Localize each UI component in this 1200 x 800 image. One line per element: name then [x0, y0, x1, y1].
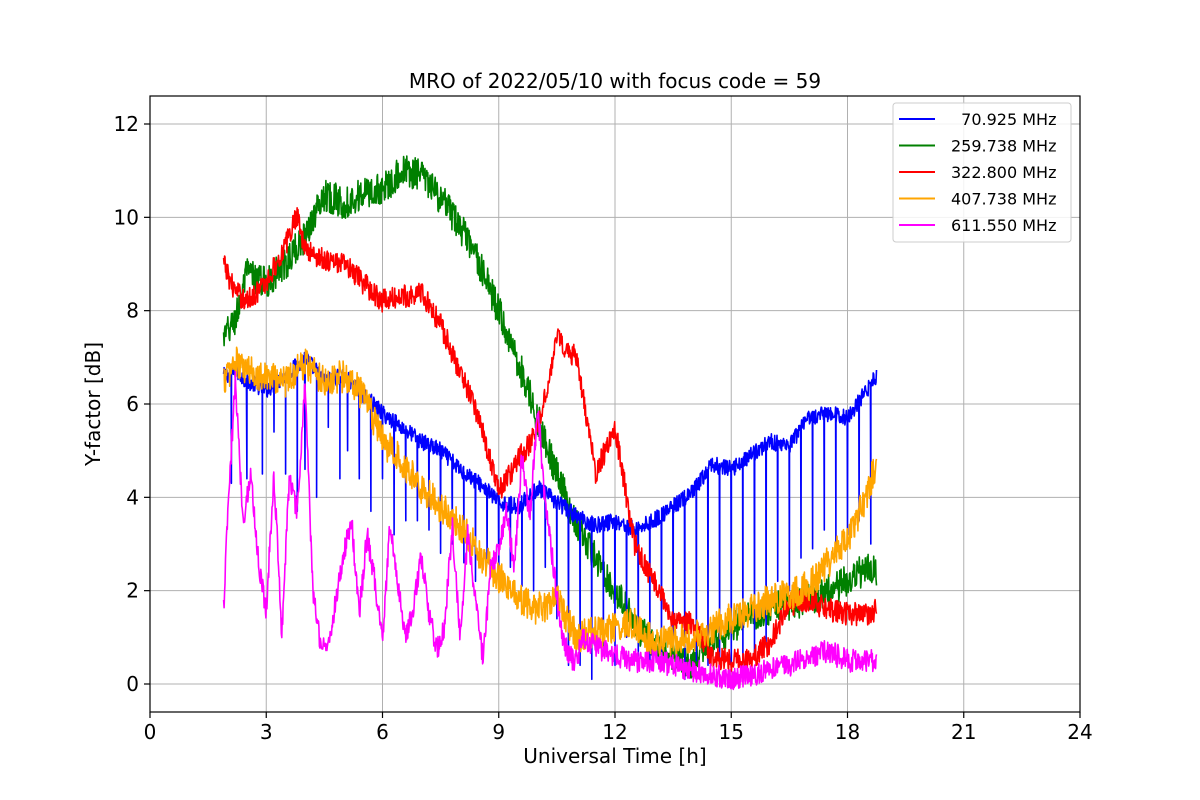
series-line-611-550-mhz — [222, 370, 878, 691]
legend-label: 322.800 MHz — [951, 163, 1056, 182]
y-tick-label: 0 — [126, 672, 139, 696]
x-tick-label: 6 — [376, 720, 389, 744]
legend-label: 611.550 MHz — [951, 216, 1056, 235]
legend-box — [892, 102, 1072, 243]
x-tick-label: 12 — [602, 720, 627, 744]
y-tick-label: 10 — [114, 205, 139, 229]
series-line-322-800-mhz — [222, 207, 878, 673]
legend-label: 70.925 MHz — [951, 110, 1056, 129]
x-tick-label: 3 — [260, 720, 273, 744]
data-series — [222, 155, 878, 691]
series-line-407-738-mhz — [222, 346, 878, 658]
y-axis-label: Y-factor [dB] — [81, 342, 105, 467]
x-tick-label: 0 — [144, 720, 157, 744]
x-tick-label: 24 — [1067, 720, 1092, 744]
legend: 70.925 MHz 259.738 MHz 322.800 MHz 407.738 … — [892, 102, 1072, 243]
chart-title: MRO of 2022/05/10 with focus code = 59 — [409, 69, 821, 93]
legend-label: 407.738 MHz — [951, 190, 1056, 209]
x-tick-label: 9 — [492, 720, 505, 744]
x-axis-ticks: 0 3 6 9 12 15 18 21 24 — [144, 712, 1093, 744]
x-axis-label: Universal Time [h] — [523, 744, 706, 768]
y-tick-label: 4 — [126, 485, 139, 509]
legend-items: 70.925 MHz 259.738 MHz 322.800 MHz 407.738 … — [899, 110, 1056, 235]
y-tick-label: 12 — [114, 112, 139, 136]
y-tick-label: 6 — [126, 392, 139, 416]
legend-label: 259.738 MHz — [951, 137, 1056, 156]
y-tick-label: 2 — [126, 579, 139, 603]
x-tick-label: 15 — [719, 720, 744, 744]
x-tick-label: 21 — [951, 720, 976, 744]
y-axis-ticks: 0 2 4 6 8 10 12 — [114, 112, 150, 696]
y-tick-label: 8 — [126, 299, 139, 323]
x-tick-label: 18 — [835, 720, 860, 744]
